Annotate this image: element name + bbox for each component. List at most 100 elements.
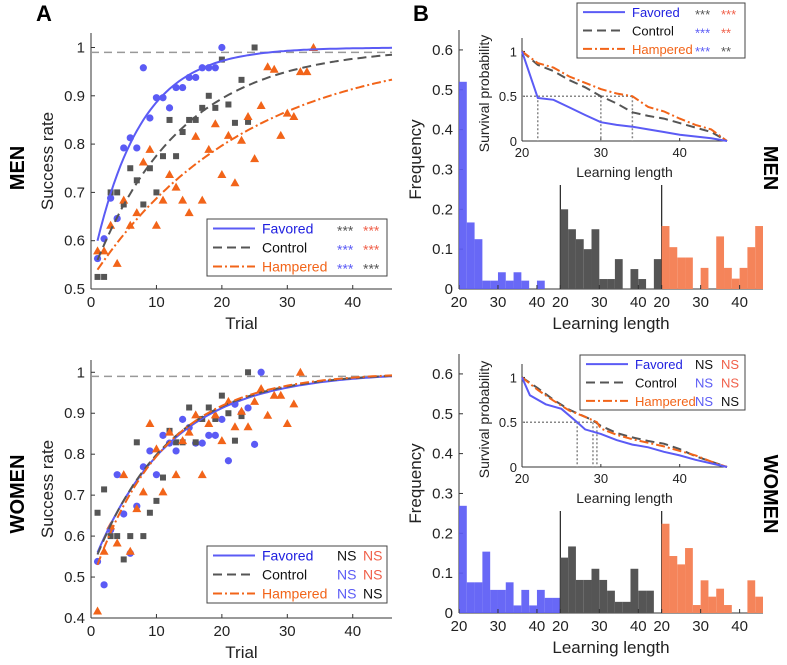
data-point-favored	[100, 581, 108, 589]
data-point-favored	[179, 83, 187, 92]
histogram-bar-hampered	[661, 523, 670, 613]
histogram-bar-favored	[497, 589, 506, 613]
survival-curve-favored	[521, 376, 728, 468]
data-point-control	[127, 165, 134, 172]
y-tick-label: 0.7	[64, 487, 85, 504]
y-tick-label: 0	[510, 460, 517, 475]
histogram-bar-hampered	[747, 247, 756, 289]
data-point-hampered	[237, 406, 246, 415]
y-tick-label: 0.9	[64, 88, 85, 105]
data-point-favored	[192, 73, 200, 82]
data-point-hampered	[93, 606, 103, 615]
y-tick-label: 0.7	[64, 184, 85, 201]
x-tick-label: 20	[552, 618, 569, 635]
data-point-control	[225, 410, 232, 417]
x-tick-label: 40	[529, 618, 546, 635]
data-point-favored	[120, 510, 128, 518]
data-point-control	[199, 104, 206, 111]
data-point-hampered	[132, 208, 142, 217]
x-tick-label: 40	[731, 618, 748, 635]
data-point-control	[127, 533, 134, 540]
x-tick-label: 30	[594, 471, 608, 486]
histogram-bar-hampered	[755, 226, 763, 289]
histogram-bar-favored	[529, 605, 537, 613]
data-point-hampered	[119, 195, 129, 204]
histogram-bar-control	[653, 259, 662, 289]
data-point-hampered	[125, 546, 135, 555]
data-point-hampered	[210, 410, 220, 419]
x-axis-label: Learning length	[552, 314, 669, 333]
data-point-control	[133, 439, 140, 446]
fit-curve-hampered	[96, 78, 393, 271]
data-point-hampered	[230, 178, 240, 187]
data-point-hampered	[158, 195, 168, 204]
data-point-hampered	[145, 418, 155, 427]
data-point-favored	[218, 415, 226, 423]
data-point-control	[231, 437, 238, 444]
data-point-hampered	[171, 470, 181, 479]
data-point-control	[212, 415, 219, 422]
histogram-bar-hampered	[700, 267, 709, 289]
data-point-favored	[211, 64, 219, 72]
legend-significance: ***	[337, 242, 354, 258]
legend-label-hampered: Hampered	[262, 259, 327, 275]
histogram-bar-control	[599, 279, 608, 289]
data-point-hampered	[217, 436, 227, 445]
data-point-control	[212, 104, 219, 111]
x-tick-label: 40	[630, 294, 647, 311]
y-tick-label: 0.8	[64, 136, 85, 153]
data-point-hampered	[282, 108, 292, 117]
data-point-hampered	[119, 470, 129, 479]
data-point-hampered	[178, 195, 188, 204]
y-axis-label: Success rate	[38, 112, 57, 210]
histogram-bar-control	[568, 546, 576, 613]
data-point-hampered	[106, 220, 116, 229]
legend-significance: NS	[721, 376, 739, 391]
data-point-hampered	[243, 422, 253, 431]
histogram-bar-hampered	[739, 267, 748, 289]
chart-women-success: 0 10 20 30 40 0.4 0.5 0.6 0.7 0.8 0.9 1 Trial Success…	[38, 360, 393, 662]
histogram-bar-favored	[466, 582, 475, 613]
data-point-favored	[205, 431, 213, 439]
data-point-control	[218, 392, 225, 399]
histogram-bar-hampered	[724, 267, 732, 289]
legend-significance: NS	[363, 567, 382, 583]
x-tick-label: 20	[214, 623, 231, 640]
x-tick-label: 40	[344, 294, 361, 311]
data-point-hampered	[197, 470, 207, 479]
x-tick-label: 30	[591, 294, 608, 311]
histogram-bar-favored	[536, 280, 545, 289]
x-tick-label: 20	[451, 294, 468, 311]
data-point-hampered	[138, 487, 148, 496]
data-point-hampered	[151, 444, 161, 453]
histogram-bar-hampered	[755, 596, 763, 613]
y-tick-label: 0.4	[64, 610, 85, 627]
legend-label-favored: Favored	[635, 357, 683, 372]
x-tick-label: 20	[515, 145, 529, 160]
y-axis-label: Success rate	[38, 440, 57, 538]
histogram-bar-control	[583, 249, 592, 289]
histogram-bar-control	[646, 590, 654, 613]
histogram-bar-hampered	[716, 588, 725, 613]
y-axis-label: Survival probability	[476, 35, 492, 153]
data-point-hampered	[217, 170, 227, 179]
histogram-bar-favored	[490, 589, 498, 613]
legend-significance: NS	[363, 548, 382, 564]
data-point-favored	[211, 431, 219, 439]
data-point-hampered	[295, 367, 305, 376]
legend-significance: ***	[695, 7, 710, 22]
data-point-hampered	[289, 399, 299, 408]
survival-curve-hampered	[521, 376, 728, 468]
y-tick-label: 1	[77, 364, 85, 381]
y-tick-label: 0.1	[432, 565, 453, 582]
data-point-control	[146, 165, 153, 172]
histogram-bar-control	[591, 568, 600, 613]
men-label-right: MEN	[759, 146, 781, 190]
data-point-favored	[224, 457, 233, 465]
data-point-favored	[257, 368, 265, 376]
panel-a-label: A	[36, 1, 52, 26]
histogram-bar-control	[630, 269, 639, 289]
data-point-control	[205, 404, 212, 411]
histogram-bar-hampered	[731, 278, 740, 289]
data-point-favored	[172, 447, 180, 455]
